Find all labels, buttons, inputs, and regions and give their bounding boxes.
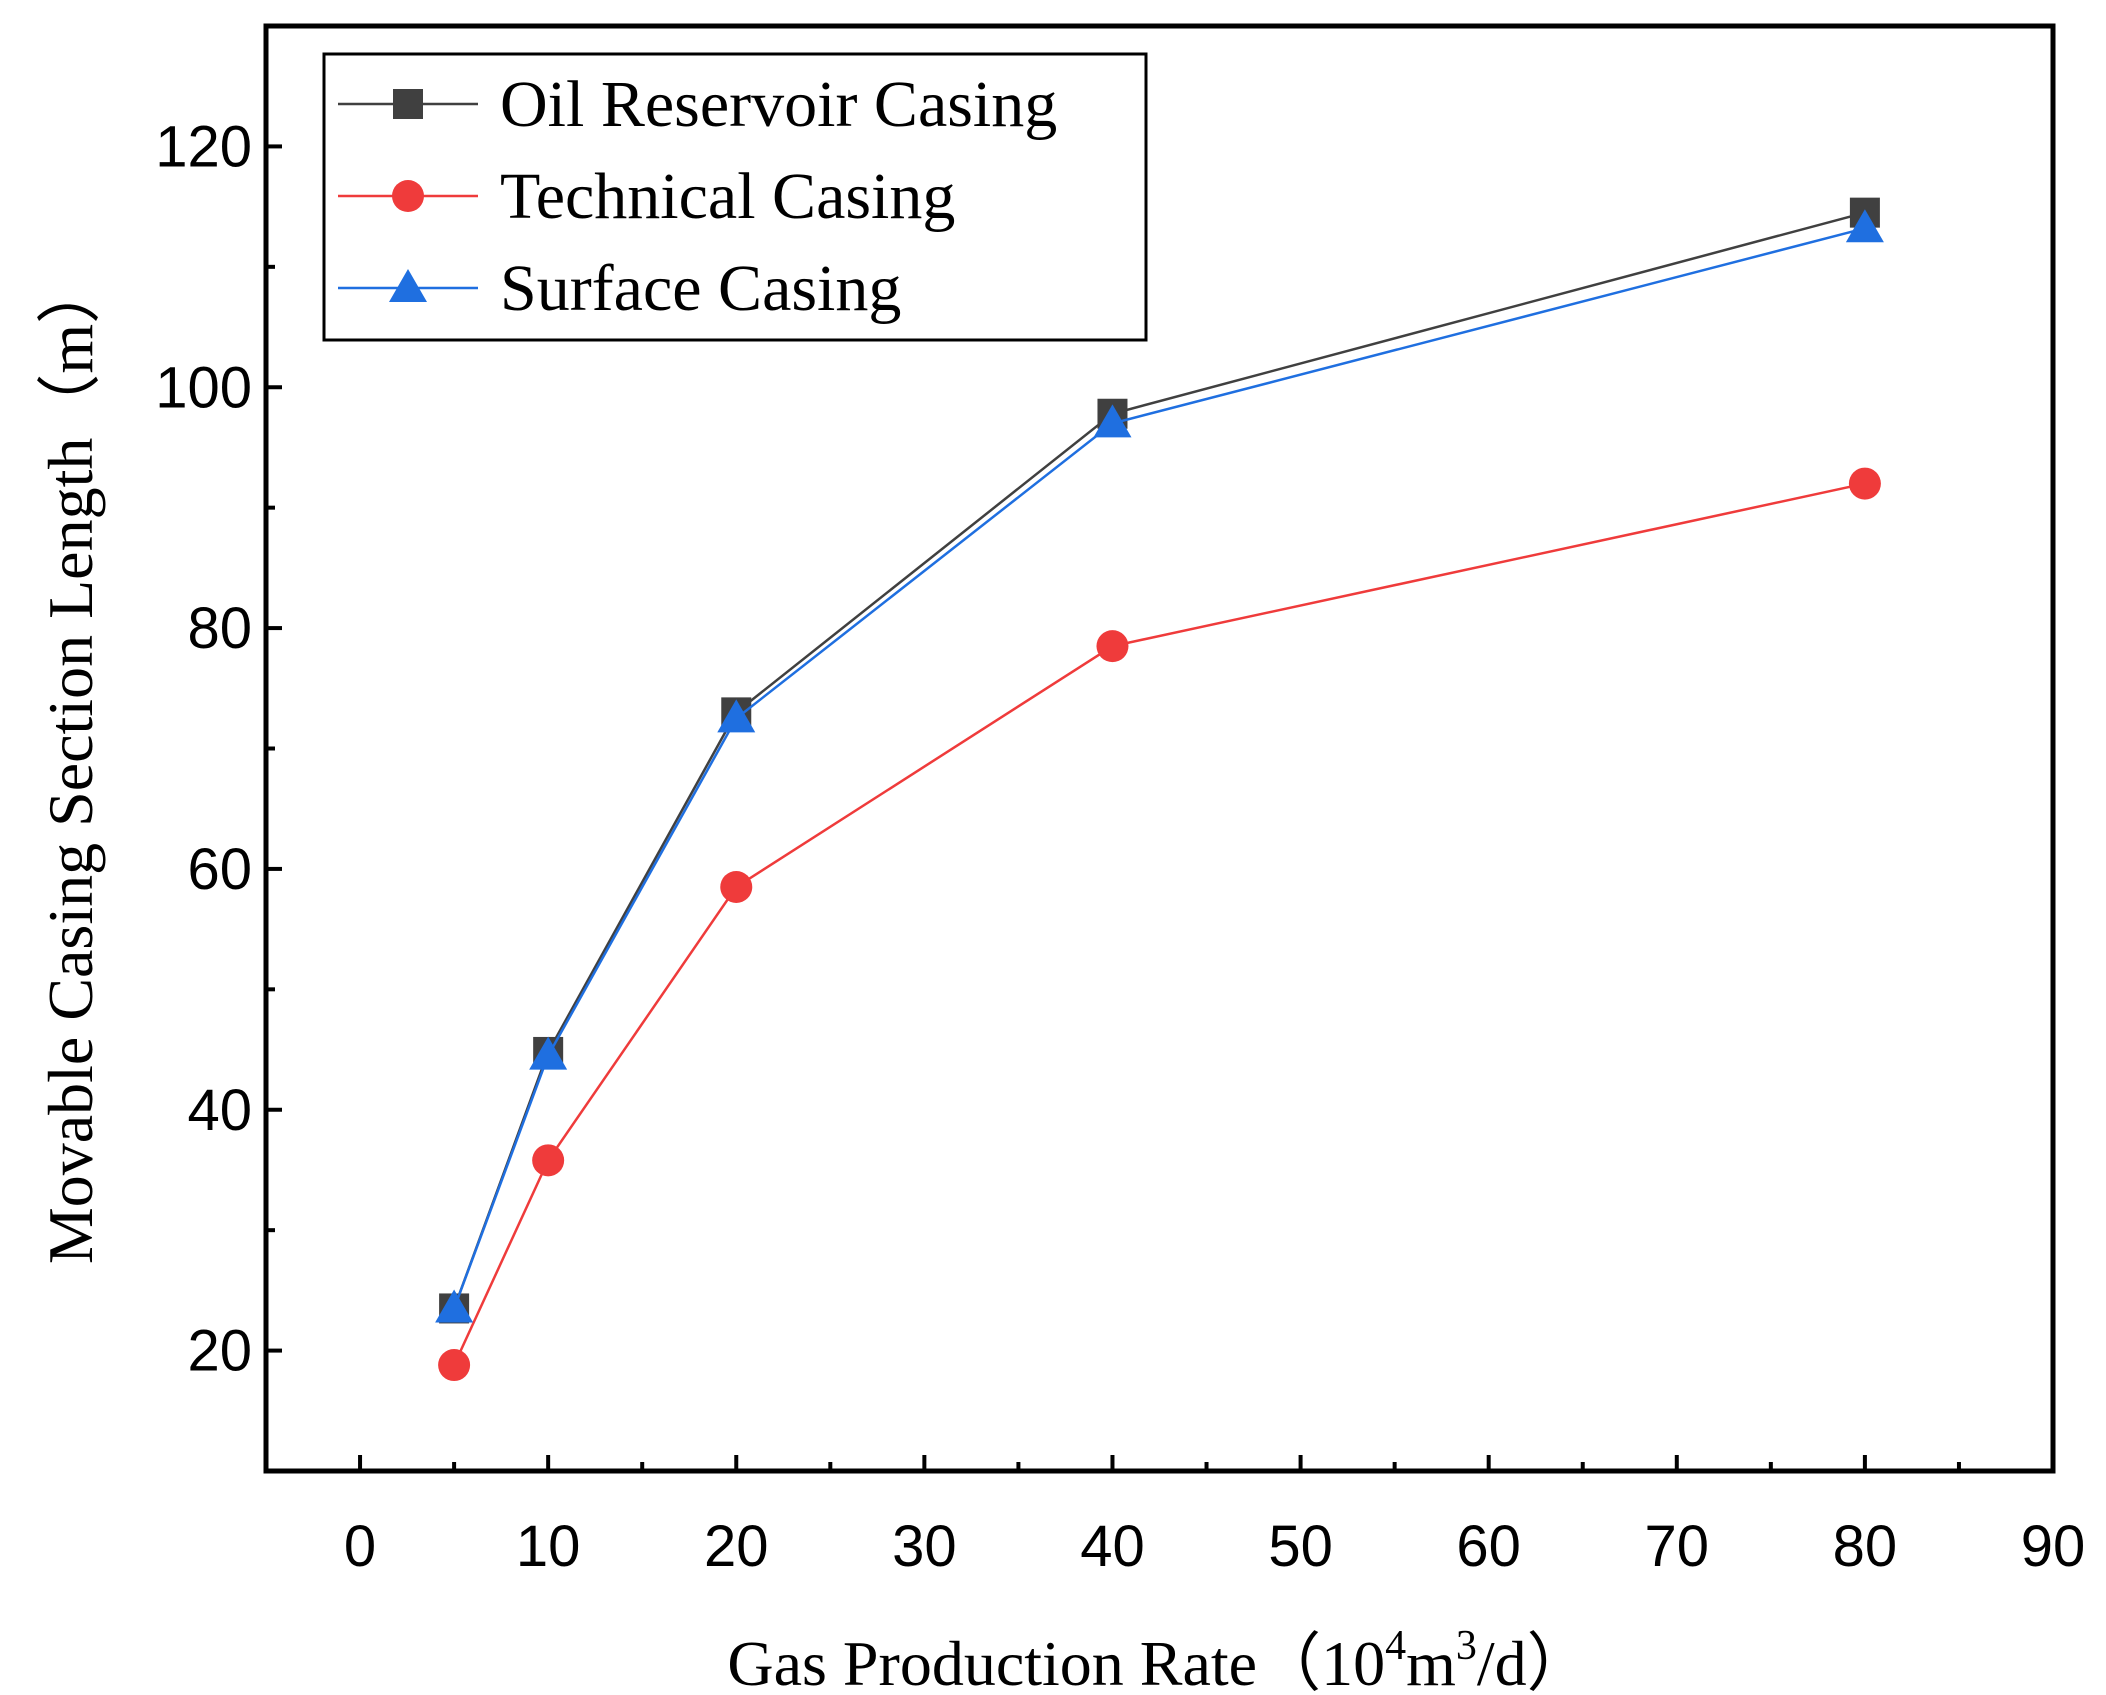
series-surface-casing	[435, 209, 1884, 1323]
x-axis-title-mid: m	[1406, 1628, 1456, 1695]
legend-label: Technical Casing	[500, 160, 955, 233]
x-tick-label: 90	[2021, 1514, 2086, 1579]
y-tick-label: 20	[187, 1319, 252, 1384]
x-tick-label: 10	[516, 1514, 581, 1579]
data-point-surface-casing	[435, 1289, 474, 1323]
x-axis-title: Gas Production Rate（104m3/d）	[727, 1623, 1590, 1695]
data-point-technical-casing	[532, 1144, 565, 1177]
x-axis-title-exp2: 3	[1456, 1623, 1477, 1669]
data-point-technical-casing	[438, 1349, 471, 1382]
legend-items: Oil Reservoir Casing Technical Casing Surf…	[338, 68, 1057, 325]
x-axis-title-base: 10	[1321, 1628, 1385, 1695]
y-tick-label: 100	[155, 355, 252, 420]
legend-entry-technical-casing: Technical Casing	[338, 160, 955, 233]
x-axis-title-main: Gas Production Rate（	[727, 1628, 1321, 1695]
x-tick-label: 80	[1833, 1514, 1898, 1579]
legend: Oil Reservoir Casing Technical Casing Surf…	[322, 52, 1148, 342]
legend-marker	[392, 180, 424, 212]
series-technical-casing	[438, 467, 1881, 1382]
y-axis-ticks: 20 40 60 80 100 120	[155, 114, 282, 1384]
y-tick-label: 40	[187, 1078, 252, 1143]
x-axis-ticks: 0 10 20 30 40 50 60 70 80 90	[344, 1455, 2085, 1579]
x-tick-label: 30	[892, 1514, 957, 1579]
x-tick-label: 0	[344, 1514, 376, 1579]
legend-label: Oil Reservoir Casing	[500, 68, 1057, 141]
x-axis-title-tail: /d）	[1477, 1628, 1591, 1695]
data-point-technical-casing	[1848, 467, 1881, 500]
x-tick-label: 40	[1080, 1514, 1145, 1579]
y-tick-label: 120	[155, 114, 252, 179]
data-point-surface-casing	[1093, 404, 1132, 438]
data-point-technical-casing	[720, 870, 753, 903]
data-point-technical-casing	[1096, 630, 1129, 663]
x-tick-label: 60	[1456, 1514, 1521, 1579]
legend-marker	[393, 89, 423, 119]
x-axis-title-exp1: 4	[1385, 1623, 1406, 1669]
x-tick-label: 20	[704, 1514, 769, 1579]
y-tick-label: 60	[187, 837, 252, 902]
data-point-surface-casing	[1845, 209, 1884, 243]
series-layer	[435, 197, 1884, 1382]
data-point-surface-casing	[717, 699, 756, 733]
data-point-surface-casing	[529, 1036, 568, 1070]
x-tick-label: 50	[1268, 1514, 1333, 1579]
legend-entry-oil-reservoir-casing: Oil Reservoir Casing	[338, 68, 1057, 141]
y-tick-label: 80	[187, 596, 252, 661]
y-axis-title: Movable Casing Section Length（m）	[35, 260, 106, 1264]
legend-entry-surface-casing: Surface Casing	[338, 252, 901, 325]
x-tick-label: 70	[1645, 1514, 1710, 1579]
legend-marker	[389, 269, 427, 302]
legend-label: Surface Casing	[500, 252, 901, 325]
